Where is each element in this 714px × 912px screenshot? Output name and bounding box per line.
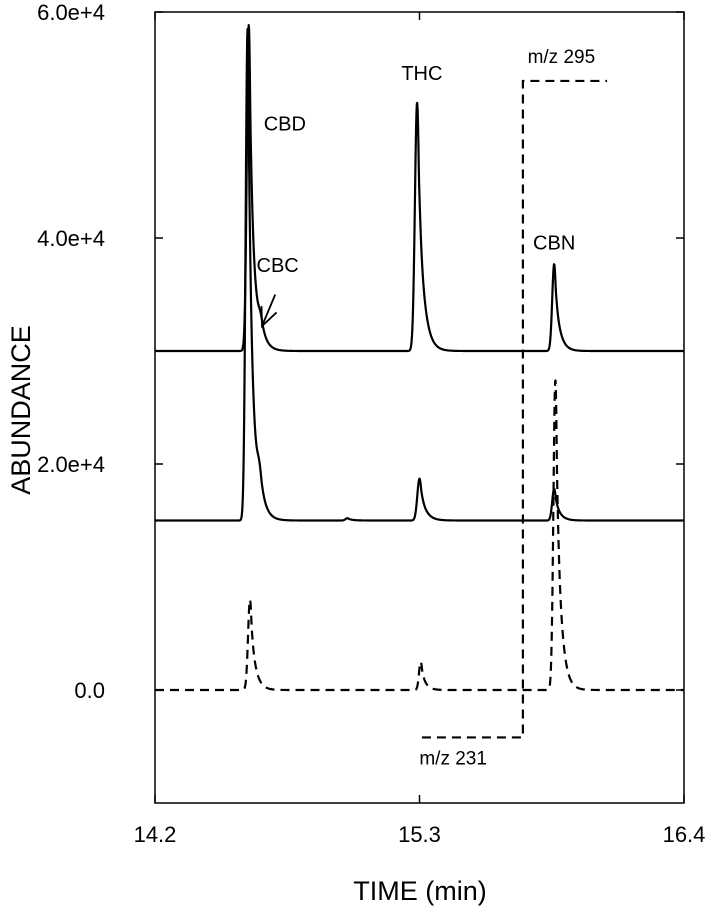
y-tick-label-1: 2.0e+4 [37, 452, 105, 477]
y-tick-label-2: 4.0e+4 [37, 226, 105, 251]
annotation-5: m/z 231 [419, 749, 487, 770]
labels: TIME (min) ABUNDANCE [6, 325, 487, 906]
annotation-3: CBN [533, 232, 575, 254]
plot-frame [154, 11, 685, 804]
y-tick-label-3: 6.0e+4 [37, 0, 105, 25]
annotation-4: m/z 295 [528, 47, 596, 68]
traces [154, 24, 685, 739]
ticks: 14.2 15.3 16.4 0.0 2.0e+4 4.0e+4 6.0e+4 [37, 0, 705, 847]
annotation-2: THC [401, 63, 442, 85]
cbc-arrow-shaft [261, 294, 277, 327]
trace-0 [154, 24, 685, 353]
x-tick-label-0: 14.2 [134, 822, 177, 847]
trace-2 [154, 379, 685, 692]
trace-1 [154, 27, 685, 522]
y-axis-label: ABUNDANCE [6, 325, 36, 495]
x-tick-label-2: 16.4 [663, 822, 706, 847]
x-tick-label-1: 15.3 [398, 822, 441, 847]
cbc-arrow-head [260, 306, 278, 329]
annotation-1: CBC [257, 255, 299, 277]
annotations: CBD CBC THC CBN m/z 295 m/z 231 [257, 47, 596, 770]
x-axis-label: TIME (min) [353, 876, 486, 906]
annotation-0: CBD [264, 114, 306, 136]
y-tick-label-0: 0.0 [74, 678, 105, 703]
ion-switch-line [421, 79, 608, 739]
